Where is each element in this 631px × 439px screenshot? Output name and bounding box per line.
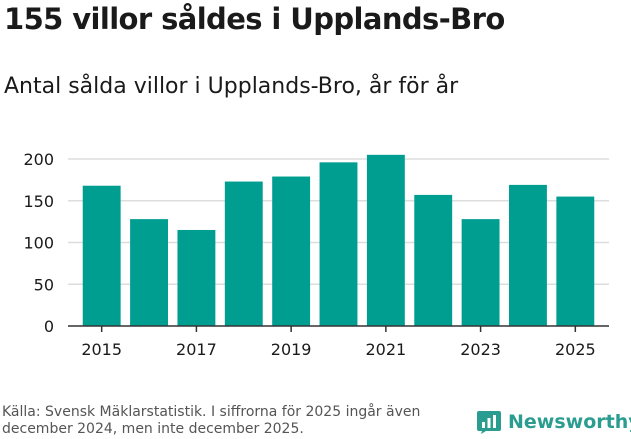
- bar-chart: 0 50 100 150 200 2015 2017 2019 2021 2023 2025: [23, 150, 609, 359]
- bar-2018: [224, 181, 263, 326]
- bar-2025: [556, 196, 595, 326]
- newsworthy-logo: Newsworthy: [476, 409, 631, 435]
- bar-2023: [461, 219, 500, 326]
- y-tick-label: 0: [44, 317, 54, 336]
- bar-2021: [366, 154, 405, 326]
- x-axis-ticks: 2015 2017 2019 2021 2023 2025: [81, 326, 596, 359]
- chart-subtitle: Antal sålda villor i Upplands-Bro, år fö…: [4, 74, 459, 99]
- y-tick-label: 50: [34, 275, 54, 294]
- y-tick-label: 100: [23, 234, 54, 253]
- x-tick-label: 2015: [81, 340, 122, 359]
- bar-2024: [509, 184, 547, 326]
- y-axis-ticks: 0 50 100 150 200: [23, 150, 54, 336]
- x-tick-label: 2017: [176, 340, 217, 359]
- x-tick-label: 2025: [555, 340, 596, 359]
- bar-2019: [272, 176, 311, 326]
- bar-2022: [414, 194, 453, 326]
- bars: [82, 154, 595, 326]
- x-tick-label: 2021: [366, 340, 407, 359]
- y-tick-label: 200: [23, 150, 54, 169]
- bar-2017: [177, 229, 216, 326]
- source-note: Källa: Svensk Mäklarstatistik. I siffror…: [2, 404, 421, 437]
- bar-2016: [130, 219, 168, 326]
- x-tick-label: 2023: [460, 340, 501, 359]
- bar-2015: [82, 185, 121, 326]
- bar-2020: [319, 162, 358, 326]
- y-tick-label: 150: [23, 192, 54, 211]
- x-tick-label: 2019: [271, 340, 312, 359]
- newsworthy-icon: [477, 411, 501, 434]
- chart-title: 155 villor såldes i Upplands-Bro: [4, 2, 505, 36]
- brand-name: Newsworthy: [508, 411, 631, 433]
